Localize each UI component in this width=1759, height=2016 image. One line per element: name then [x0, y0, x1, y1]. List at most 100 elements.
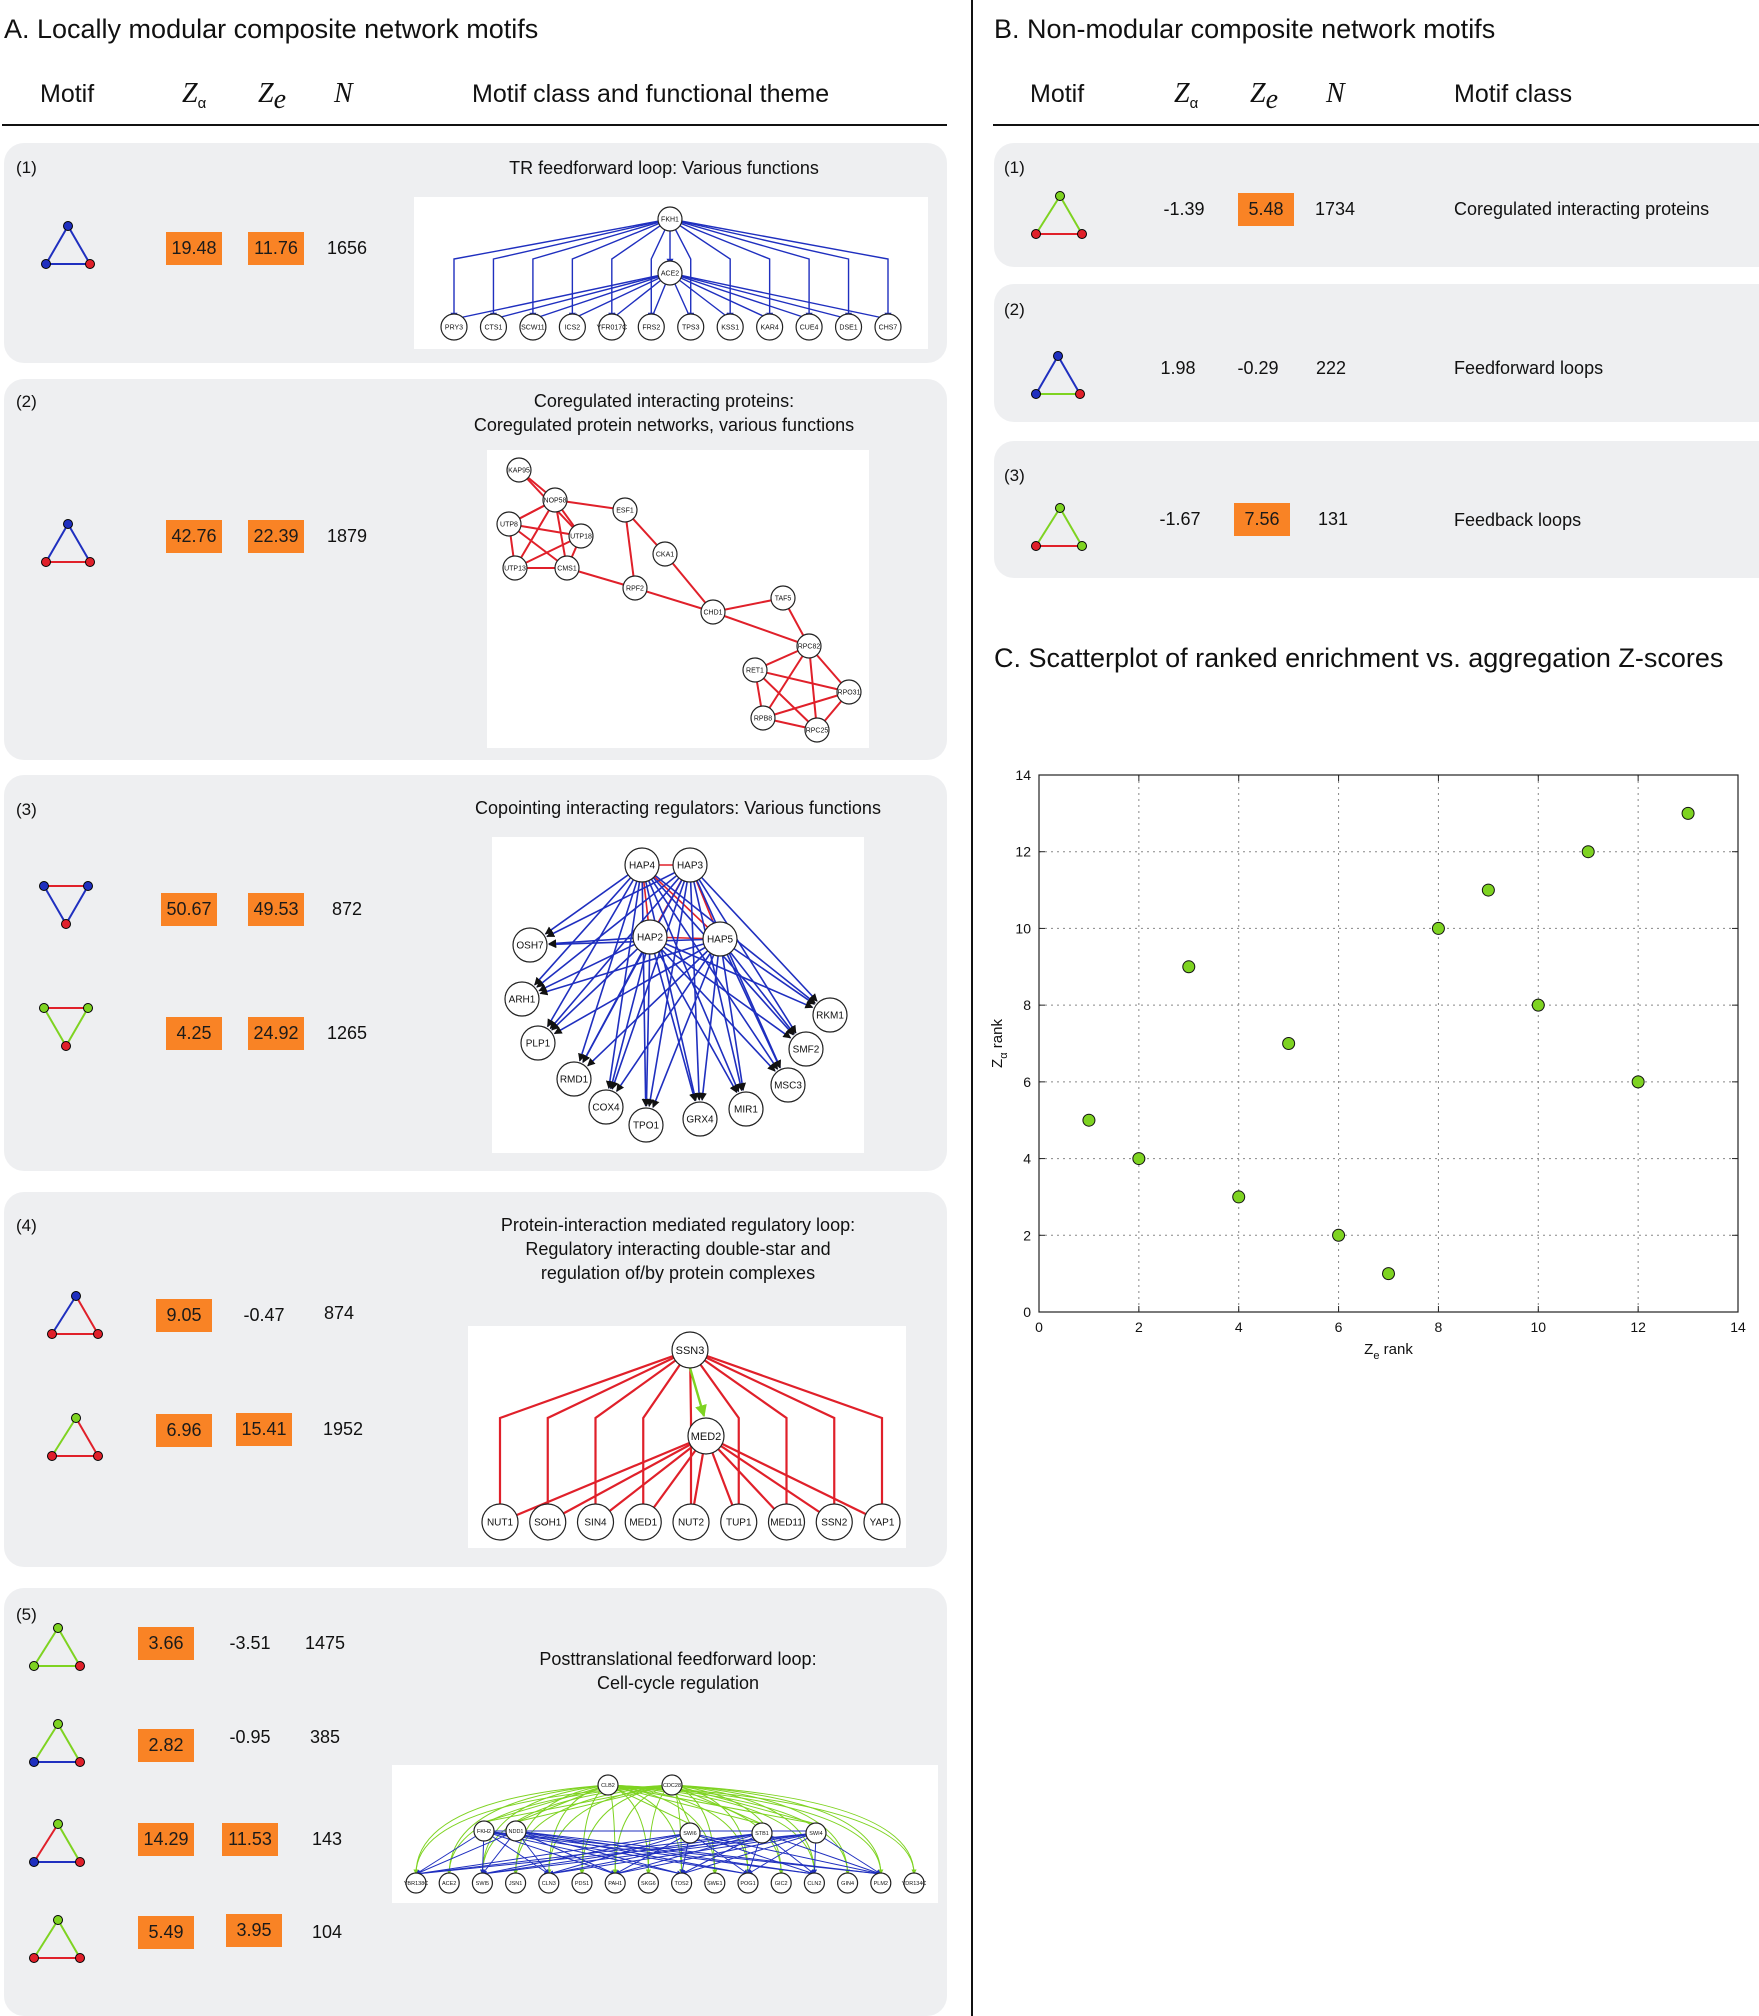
- n-value: 1734: [1314, 199, 1356, 219]
- scatter-point: [1531, 998, 1545, 1012]
- network-node-regulator: FKH2: [473, 1820, 495, 1842]
- network-node-target: ICS2: [558, 313, 586, 341]
- y-tick-label: 14: [1015, 767, 1031, 783]
- x-axis-label: Ze rank: [1364, 1341, 1413, 1362]
- network-node-target: PAH1: [604, 1872, 626, 1894]
- motif-icon: [39, 1003, 93, 1051]
- network-node-target: CLN3: [538, 1872, 560, 1894]
- network-node-regulator: SWI6: [679, 1822, 701, 1844]
- svg-text:KSS1: KSS1: [721, 324, 739, 331]
- svg-text:FKH2: FKH2: [477, 1829, 491, 1835]
- svg-text:UTP18: UTP18: [570, 533, 592, 540]
- motif-icon: [1031, 191, 1087, 239]
- svg-text:SMF2: SMF2: [793, 1045, 820, 1056]
- network-node: KAP95: [506, 457, 532, 483]
- svg-text:RPO31: RPO31: [838, 689, 861, 696]
- network-node-regulator: HAP5: [702, 921, 738, 957]
- network-node-regulator: HAP4: [624, 847, 660, 883]
- svg-text:DSE1: DSE1: [839, 324, 857, 331]
- network-node-target: ACE2: [438, 1872, 460, 1894]
- z-alpha-value: 50.67: [161, 893, 217, 926]
- network-node-target: YBR138C: [404, 1872, 428, 1894]
- network-node-target: CTS1: [479, 313, 508, 341]
- svg-text:KAR4: KAR4: [760, 324, 778, 331]
- svg-text:SSN2: SSN2: [821, 1518, 848, 1529]
- n-value: 143: [311, 1829, 343, 1849]
- svg-text:ARH1: ARH1: [509, 995, 536, 1006]
- svg-text:YBR138C: YBR138C: [404, 1881, 428, 1887]
- motif-icon: [1031, 503, 1087, 551]
- svg-text:SOH1: SOH1: [534, 1518, 562, 1529]
- svg-text:MED2: MED2: [691, 1431, 722, 1443]
- svg-text:NUT2: NUT2: [678, 1518, 705, 1529]
- svg-text:MED11: MED11: [770, 1518, 803, 1529]
- n-value: 1879: [326, 526, 368, 546]
- svg-text:YAP1: YAP1: [870, 1518, 895, 1529]
- motif-icon: [29, 1819, 85, 1867]
- network-node-target: KSS1: [716, 313, 744, 341]
- panel-caption: TR feedforward loop: Various functions: [509, 158, 819, 178]
- panel-index: (3): [1004, 466, 1025, 485]
- section-b-title: B. Non-modular composite network motifs: [994, 14, 1496, 44]
- svg-text:SKG6: SKG6: [641, 1881, 656, 1887]
- svg-text:RPC82: RPC82: [798, 643, 821, 650]
- header-z-alpha: Zα: [1174, 78, 1199, 112]
- svg-text:UTP8: UTP8: [500, 521, 518, 528]
- svg-text:SWI4: SWI4: [809, 1831, 822, 1837]
- svg-text:PAH1: PAH1: [608, 1881, 622, 1887]
- network-node-regulator: HAP2: [632, 919, 668, 955]
- svg-text:PRY3: PRY3: [445, 324, 463, 331]
- scatter-point: [1332, 1228, 1346, 1242]
- panel-b2: [994, 284, 1759, 422]
- network-node-target: SMF2: [788, 1031, 824, 1067]
- network-fkh1: FKH1 ACE2 PRY3 CTS1 SCW11 ICS2 YFR017C FRS2 TPS3…: [414, 197, 928, 349]
- svg-text:UTP13: UTP13: [504, 565, 526, 572]
- panel-caption-2: Regulatory interacting double-star and: [525, 1239, 831, 1259]
- network-node-target: KAR4: [756, 313, 784, 341]
- network-node-target: CHS7: [874, 313, 902, 341]
- motif-icon: [39, 881, 93, 929]
- network-node-target: MED11: [767, 1503, 806, 1541]
- z-alpha-value: 6.96: [156, 1414, 212, 1447]
- svg-text:CLN2: CLN2: [807, 1881, 821, 1887]
- svg-text:SWI6: SWI6: [683, 1831, 696, 1837]
- svg-text:FRS2: FRS2: [642, 324, 660, 331]
- network-node-target: SOH1: [529, 1503, 567, 1541]
- z-alpha-value: 5.49: [138, 1916, 194, 1949]
- z-alpha-value: 3.66: [138, 1627, 194, 1660]
- scatter-point: [1581, 845, 1595, 859]
- motif-class-label: Feedback loops: [1454, 510, 1582, 530]
- panel-b1: [994, 143, 1759, 267]
- x-tick-label: 0: [1035, 1319, 1043, 1335]
- x-tick-label: 12: [1630, 1319, 1646, 1335]
- svg-text:MIR1: MIR1: [734, 1105, 758, 1116]
- panel-index: (2): [16, 392, 37, 411]
- network-node-target: SCW11: [519, 313, 547, 341]
- panel-index: (1): [16, 158, 37, 177]
- svg-text:POG1: POG1: [740, 1881, 755, 1887]
- network-node-mid: ACE2: [657, 260, 683, 286]
- network-node-target: TUP1: [720, 1503, 758, 1541]
- svg-text:TPS3: TPS3: [682, 324, 700, 331]
- scatter-point: [1382, 1267, 1395, 1281]
- svg-text:GRX4: GRX4: [686, 1115, 714, 1126]
- svg-text:NOP58: NOP58: [544, 497, 567, 504]
- network-cell-cycle: CLB2 CDC28 FKH2 NDD1 SWI6 STB1 SWI4 YBR138C ACE2…: [392, 1765, 938, 1903]
- network-node-target: RKM1: [812, 997, 848, 1033]
- z-alpha-value: 19.48: [166, 232, 222, 265]
- panel-b3: [994, 441, 1759, 578]
- network-node: CMS1: [554, 555, 580, 581]
- z-alpha-value: 42.76: [166, 520, 222, 553]
- n-value: 385: [309, 1727, 341, 1747]
- motif-icon: [29, 1623, 85, 1671]
- header-motif-class: Motif class: [1454, 80, 1573, 108]
- z-e-value: 11.76: [248, 232, 304, 265]
- z-e-value: 15.41: [236, 1413, 292, 1446]
- svg-text:CKA1: CKA1: [656, 551, 674, 558]
- scatter-point: [1431, 921, 1445, 935]
- svg-text:RMD1: RMD1: [560, 1075, 589, 1086]
- n-value: 1265: [326, 1023, 368, 1043]
- z-e-value: -0.95: [229, 1727, 271, 1747]
- z-alpha-value: -1.67: [1159, 509, 1201, 529]
- network-node-target: YDR134C: [902, 1872, 926, 1894]
